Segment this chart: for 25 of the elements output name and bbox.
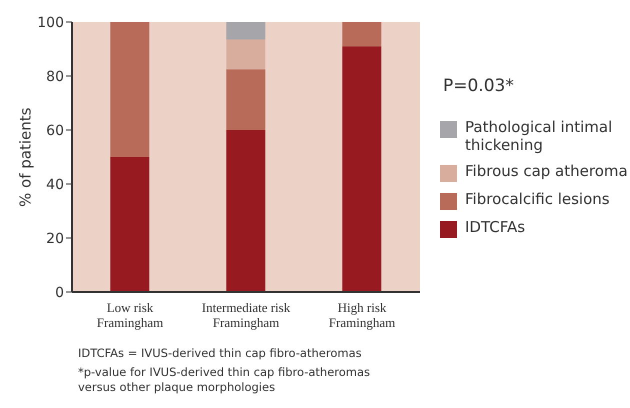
legend-label: Fibrocalcific lesions — [465, 190, 610, 208]
text: P=0.03* — [443, 76, 514, 96]
legend-label: Pathological intimal thickening — [465, 118, 614, 154]
y-tick-label: 20 — [46, 230, 64, 247]
bar — [342, 22, 382, 46]
y-tick-label: 0 — [55, 284, 64, 301]
bar — [226, 69, 266, 130]
x-tick-label: High risk Framingham — [328, 300, 396, 330]
bar — [110, 22, 150, 157]
bar — [226, 40, 266, 70]
bar — [342, 46, 382, 292]
x-tick-label: Low risk Framingham — [96, 300, 164, 330]
legend-label: Fibrous cap atheroma — [465, 162, 628, 180]
legend-label: IDTCFAs — [465, 218, 526, 236]
bar — [226, 130, 266, 292]
y-tick-label: 100 — [37, 14, 64, 31]
y-tick-label: 60 — [46, 122, 64, 139]
text: *p-value for IVUS-derived thin cap fibro-atheromas versus other plaque morphologies — [78, 365, 372, 395]
y-axis-title: % of patients — [16, 107, 34, 207]
y-tick-label: 40 — [46, 176, 64, 193]
text: IDTCFAs = IVUS-derived thin cap fibro-atheromas — [78, 346, 363, 361]
x-tick-label: Intermediate risk Framingham — [202, 300, 291, 330]
bar — [226, 22, 266, 40]
y-tick-label: 80 — [46, 68, 64, 85]
bar — [110, 157, 150, 292]
